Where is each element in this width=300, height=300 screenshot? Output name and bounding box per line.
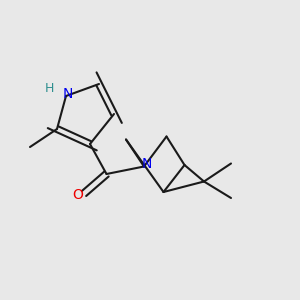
Text: H: H <box>45 82 54 95</box>
Text: O: O <box>73 188 83 202</box>
Text: N: N <box>141 157 152 170</box>
Text: N: N <box>62 88 73 101</box>
